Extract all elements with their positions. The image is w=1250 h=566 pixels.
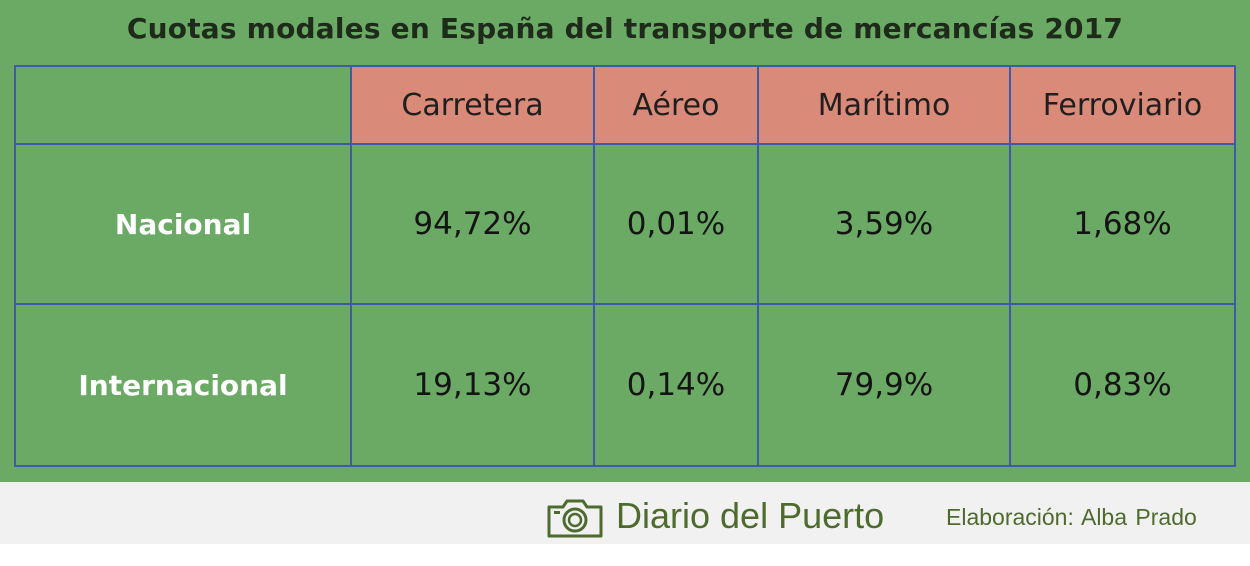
chart-title: Cuotas modales en España del transporte …: [126, 12, 1124, 45]
cell-internacional-ferroviario: 0,83%: [1009, 303, 1236, 467]
cell-nacional-aereo: 0,01%: [593, 143, 759, 305]
corner-cell: [14, 65, 352, 145]
footer-bar: [0, 482, 1250, 544]
column-header-carretera: Carretera: [350, 65, 595, 145]
cell-nacional-maritimo: 3,59%: [757, 143, 1011, 305]
data-table: Carretera Aéreo Marítimo Ferroviario Nac…: [14, 65, 1236, 467]
column-header-ferroviario: Ferroviario: [1009, 65, 1236, 145]
row-header-nacional: Nacional: [14, 143, 352, 305]
cell-internacional-maritimo: 79,9%: [757, 303, 1011, 467]
chart-panel: Cuotas modales en España del transporte …: [0, 0, 1250, 482]
table-row-internacional: Internacional 19,13% 0,14% 79,9% 0,83%: [14, 303, 1236, 467]
cell-nacional-carretera: 94,72%: [350, 143, 595, 305]
camera-icon: [547, 499, 603, 538]
cell-nacional-ferroviario: 1,68%: [1009, 143, 1236, 305]
cell-internacional-aereo: 0,14%: [593, 303, 759, 467]
column-header-maritimo: Marítimo: [757, 65, 1011, 145]
header-row: Carretera Aéreo Marítimo Ferroviario: [14, 65, 1236, 145]
credit-text: Elaboración: Alba Prado: [946, 504, 1197, 530]
row-header-internacional: Internacional: [14, 303, 352, 467]
column-header-aereo: Aéreo: [593, 65, 759, 145]
cell-internacional-carretera: 19,13%: [350, 303, 595, 467]
table-row-nacional: Nacional 94,72% 0,01% 3,59% 1,68%: [14, 143, 1236, 305]
brand-name: Diario del Puerto: [616, 495, 885, 536]
